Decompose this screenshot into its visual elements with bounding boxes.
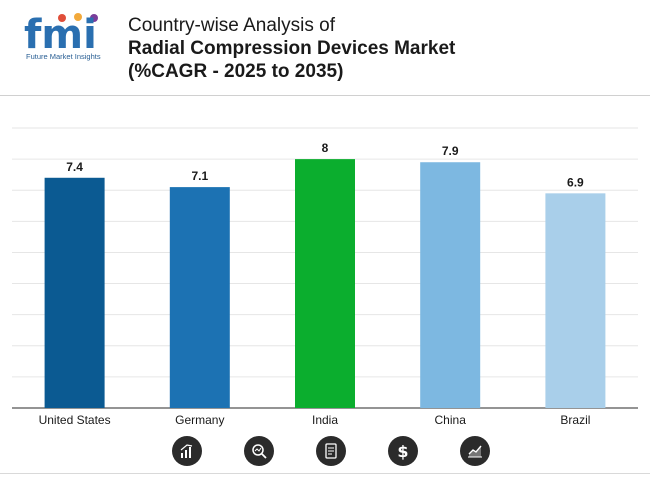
data-label: 7.1 bbox=[191, 169, 208, 183]
title-line-1: Country-wise Analysis of bbox=[128, 15, 335, 36]
data-label: 6.9 bbox=[567, 175, 584, 189]
header: fmi Future Market Insights Country-wise … bbox=[0, 0, 650, 95]
footer-icon-row: $ bbox=[0, 436, 650, 470]
document-icon bbox=[316, 436, 346, 466]
bar-chart: 7.4 United States 7.1 Germany 8 India 7.9 China… bbox=[12, 127, 638, 427]
trend-chart-icon bbox=[460, 436, 490, 466]
bar bbox=[44, 177, 105, 408]
chart-title: Country-wise Analysis of Radial Compress… bbox=[128, 14, 455, 83]
bar bbox=[169, 187, 230, 408]
dollar-icon: $ bbox=[388, 436, 418, 466]
svg-text:$: $ bbox=[397, 442, 408, 460]
magnifier-chart-icon bbox=[244, 436, 274, 466]
data-label: 8 bbox=[322, 141, 329, 155]
fmi-tagline: Future Market Insights bbox=[26, 52, 101, 61]
bar bbox=[295, 159, 355, 408]
title-line-2: Radial Compression Devices Market bbox=[128, 38, 456, 59]
title-line-3: (%CAGR - 2025 to 2035) bbox=[128, 61, 344, 82]
footer-divider bbox=[0, 473, 650, 474]
fmi-logo-text: fmi bbox=[24, 12, 97, 58]
data-label: 7.4 bbox=[66, 160, 83, 174]
x-tick-label: Brazil bbox=[560, 413, 590, 427]
x-tick-label: Germany bbox=[175, 413, 224, 427]
fmi-logo: fmi bbox=[24, 12, 98, 58]
x-tick-label: United States bbox=[39, 413, 111, 427]
bar-chart-icon bbox=[172, 436, 202, 466]
bar bbox=[545, 193, 606, 408]
header-divider bbox=[0, 95, 650, 96]
x-tick-label: China bbox=[435, 413, 467, 427]
x-tick-label: India bbox=[312, 413, 338, 427]
data-label: 7.9 bbox=[442, 144, 459, 158]
bar bbox=[420, 162, 481, 408]
